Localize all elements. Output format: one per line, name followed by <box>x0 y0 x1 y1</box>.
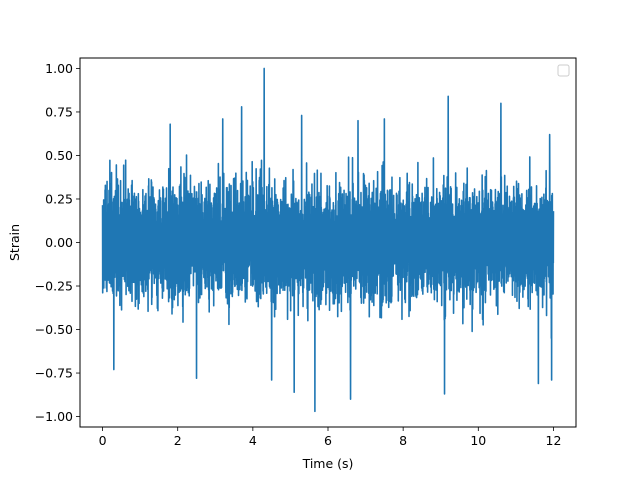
x-tick-label: 12 <box>546 433 562 448</box>
y-tick-label: 0.25 <box>45 191 73 206</box>
x-tick-label: 4 <box>249 433 257 448</box>
y-tick-label: −1.00 <box>35 409 73 424</box>
x-tick-label: 8 <box>399 433 407 448</box>
y-tick-label: 0.75 <box>45 104 73 119</box>
x-tick-label: 0 <box>99 433 107 448</box>
y-axis: −1.00 −0.75 −0.50 −0.25 0.00 0.25 0.50 0.75 1.00 <box>35 61 80 424</box>
y-tick-label: −0.50 <box>35 322 73 337</box>
plot-area <box>101 67 555 413</box>
x-tick-label: 10 <box>470 433 486 448</box>
x-axis: 0 2 4 6 8 10 12 <box>99 427 562 448</box>
y-tick-label: 0.50 <box>45 148 73 163</box>
y-tick-label: −0.25 <box>35 279 73 294</box>
x-axis-label: Time (s) <box>302 456 354 471</box>
x-tick-label: 6 <box>324 433 332 448</box>
y-tick-label: −0.75 <box>35 366 73 381</box>
y-tick-label: 1.00 <box>45 61 73 76</box>
x-tick-label: 2 <box>174 433 182 448</box>
legend-box <box>557 64 570 77</box>
y-tick-label: 0.00 <box>45 235 73 250</box>
strain-series-line <box>101 67 555 413</box>
y-axis-label: Strain <box>7 224 22 261</box>
